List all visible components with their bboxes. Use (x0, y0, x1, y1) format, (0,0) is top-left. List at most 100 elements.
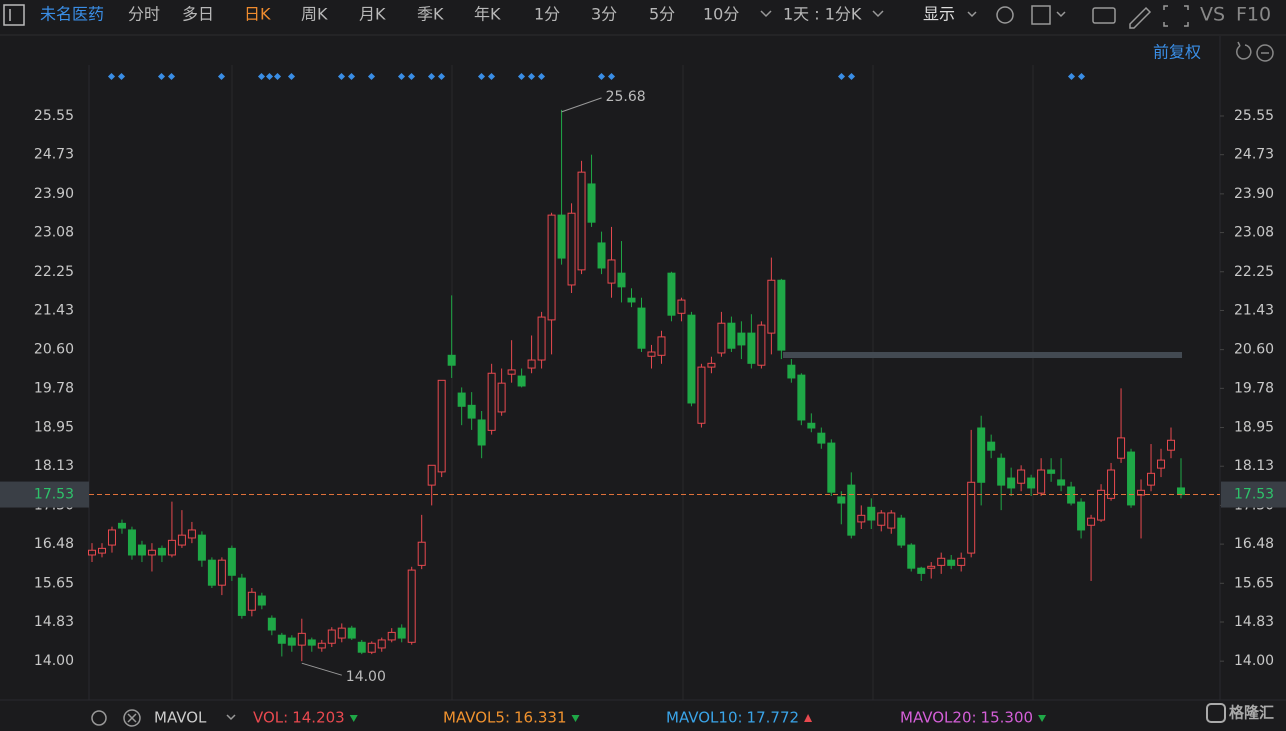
candle-body (787, 364, 796, 379)
candle-body (1147, 472, 1156, 486)
candle-body (117, 522, 126, 529)
adjust-mode[interactable]: 前复权 (1153, 43, 1201, 62)
period-tab[interactable]: 月K (359, 5, 386, 24)
trend-arrow (571, 715, 580, 722)
undo-icon[interactable] (1236, 41, 1252, 60)
period-tab[interactable]: 日K (244, 5, 271, 24)
period-tab[interactable]: 分时 (128, 5, 160, 24)
period-tab[interactable]: 多日 (182, 5, 214, 24)
chevron (1056, 11, 1066, 18)
candle-body (987, 441, 996, 451)
indicator-settings[interactable] (91, 710, 107, 726)
period-tab[interactable]: 年K (474, 5, 501, 24)
candle-body (967, 481, 976, 554)
candle-body (277, 634, 286, 644)
candle-body (1017, 469, 1026, 484)
period-tab[interactable]: 1分 (534, 5, 560, 24)
box-icon[interactable] (1031, 5, 1051, 25)
camera-icon[interactable] (1092, 7, 1116, 24)
y-tick-label-right: 25.55 (1234, 108, 1274, 124)
candle-body (817, 432, 826, 444)
drawn-level-line[interactable] (783, 352, 1182, 358)
candle-body (917, 567, 926, 574)
trend-arrow (349, 715, 358, 722)
candle-body (1057, 479, 1066, 486)
candle-body (487, 372, 496, 431)
period-tab[interactable]: 10分 (703, 5, 739, 24)
y-tick-label: 14.83 (34, 614, 74, 630)
candle-body (88, 549, 96, 556)
candle-body (1117, 437, 1126, 459)
event-marker (337, 72, 346, 81)
candle-body (187, 529, 196, 539)
candle-body (637, 307, 646, 349)
display-menu[interactable]: 显示 (923, 5, 955, 24)
trend-arrow (1038, 715, 1047, 722)
pen-icon[interactable] (1129, 6, 1152, 29)
candle-body (267, 617, 276, 631)
fullscreen-icon[interactable] (1163, 5, 1189, 27)
event-marker (437, 72, 446, 81)
indicator-value: 17.772 (747, 709, 800, 727)
candle-body (537, 316, 546, 361)
candle-body (887, 512, 896, 529)
candle-body (857, 514, 866, 523)
y-tick-label: 19.78 (34, 380, 74, 396)
candle-body (947, 559, 956, 566)
candle-body (1177, 487, 1185, 496)
candle-body (357, 641, 366, 653)
event-marker (217, 72, 226, 81)
menu-icon[interactable] (3, 4, 25, 26)
low-pointer (301, 662, 342, 676)
candle-body (347, 627, 356, 639)
y-tick-label: 20.60 (34, 342, 74, 358)
y-tick-label: 23.90 (34, 186, 74, 202)
indicator-close[interactable] (123, 709, 141, 727)
y-tick-label-right: 21.43 (1234, 302, 1274, 318)
event-marker (837, 72, 846, 81)
candle-body (317, 642, 326, 649)
candle-body (667, 272, 676, 316)
candle-body (197, 534, 206, 561)
period-select[interactable]: 1天 : 1分K (783, 5, 862, 24)
zoom-out-icon[interactable] (1256, 44, 1274, 62)
y-tick-label: 18.95 (34, 420, 74, 436)
period-tab[interactable]: 周K (301, 5, 328, 24)
candle-body (657, 336, 666, 356)
event-marker (287, 72, 296, 81)
y-tick-label: 23.08 (34, 225, 74, 241)
candle-body (647, 351, 656, 357)
candle-body (1047, 469, 1056, 474)
candle-body (1087, 517, 1096, 526)
f10-button[interactable]: F10 (1236, 4, 1271, 26)
period-tab[interactable]: 季K (417, 5, 444, 24)
candle-body (477, 419, 486, 446)
candle-body (457, 392, 466, 407)
candle-body (727, 322, 736, 349)
candle-body (997, 457, 1006, 486)
indicator-value: 14.203 (292, 709, 345, 727)
chevron (872, 10, 884, 18)
candle-body (977, 427, 986, 483)
y-tick-label-right: 19.78 (1234, 380, 1274, 396)
last-price-label: 17.53 (34, 487, 74, 503)
indicator-name[interactable]: MAVOL (154, 709, 207, 727)
candle-body (1107, 469, 1116, 499)
brand-logo (1206, 703, 1226, 723)
event-marker (517, 72, 526, 81)
period-tab[interactable]: 5分 (649, 5, 675, 24)
event-marker (117, 72, 126, 81)
period-tab[interactable]: 3分 (591, 5, 617, 24)
y-tick-label: 25.55 (34, 108, 74, 124)
stock-name[interactable]: 未名医药 (40, 5, 104, 24)
trend-arrow (804, 714, 813, 722)
candle-body (237, 577, 246, 616)
settings-icon[interactable] (996, 6, 1014, 24)
vs-button[interactable]: VS (1200, 4, 1225, 26)
candle-body (737, 332, 746, 346)
candle-body (677, 299, 686, 314)
candle-body (127, 529, 136, 556)
last-price-box-right (1221, 481, 1286, 508)
event-marker (367, 72, 376, 81)
candle-body (747, 332, 756, 364)
